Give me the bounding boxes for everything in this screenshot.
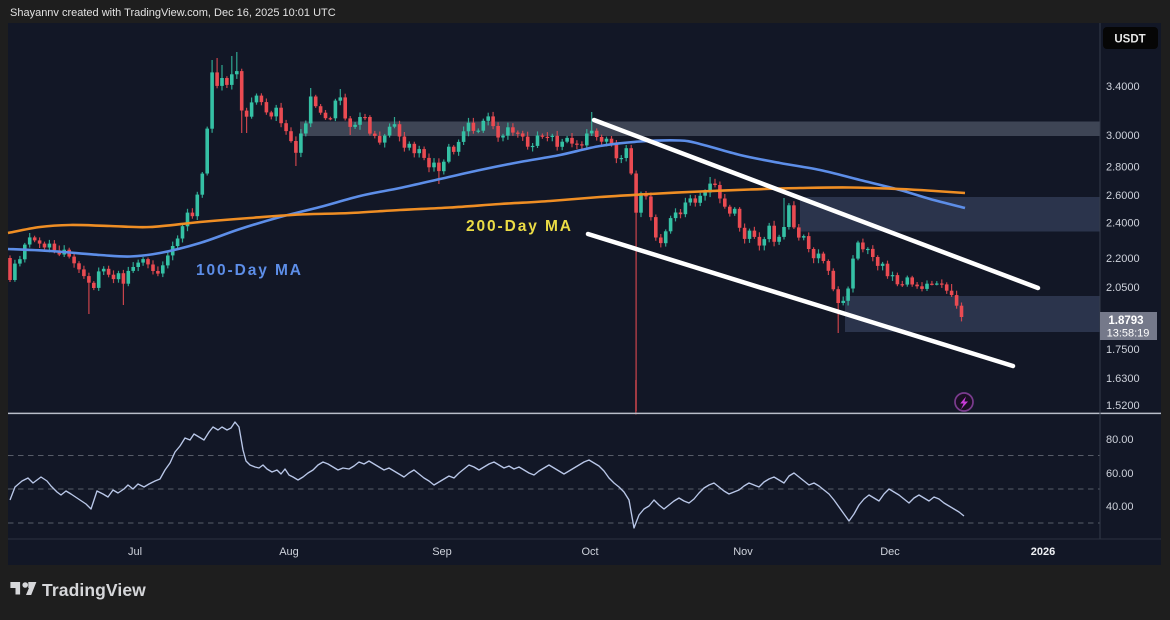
- svg-text:1.8793: 1.8793: [1108, 315, 1143, 327]
- svg-text:3.4000: 3.4000: [1106, 81, 1140, 93]
- svg-text:Sep: Sep: [432, 546, 452, 558]
- svg-text:2.0500: 2.0500: [1106, 282, 1140, 294]
- svg-text:USDT: USDT: [1114, 34, 1145, 46]
- svg-text:Dec: Dec: [880, 546, 900, 558]
- svg-text:2.6000: 2.6000: [1106, 190, 1140, 202]
- svg-text:1.6300: 1.6300: [1106, 373, 1140, 385]
- svg-text:Shayannv created with TradingV: Shayannv created with TradingView.com, D…: [10, 7, 336, 19]
- svg-text:200-Day MA: 200-Day MA: [466, 218, 573, 235]
- svg-text:1.5200: 1.5200: [1106, 400, 1140, 412]
- svg-text:Aug: Aug: [279, 546, 299, 558]
- svg-text:60.00: 60.00: [1106, 468, 1134, 480]
- svg-text:40.00: 40.00: [1106, 501, 1134, 513]
- svg-text:3.0000: 3.0000: [1106, 130, 1140, 142]
- svg-text:Oct: Oct: [581, 546, 598, 558]
- svg-text:TradingView: TradingView: [42, 580, 146, 600]
- svg-text:1.7500: 1.7500: [1106, 344, 1140, 356]
- svg-text:13:58:19: 13:58:19: [1107, 328, 1150, 340]
- svg-text:2026: 2026: [1031, 546, 1055, 558]
- svg-text:Nov: Nov: [733, 546, 753, 558]
- svg-text:2.2000: 2.2000: [1106, 253, 1140, 265]
- svg-text:Jul: Jul: [128, 546, 142, 558]
- svg-text:2.4000: 2.4000: [1106, 218, 1140, 230]
- svg-text:100-Day MA: 100-Day MA: [196, 262, 303, 279]
- svg-text:2.8000: 2.8000: [1106, 162, 1140, 174]
- svg-text:80.00: 80.00: [1106, 434, 1134, 446]
